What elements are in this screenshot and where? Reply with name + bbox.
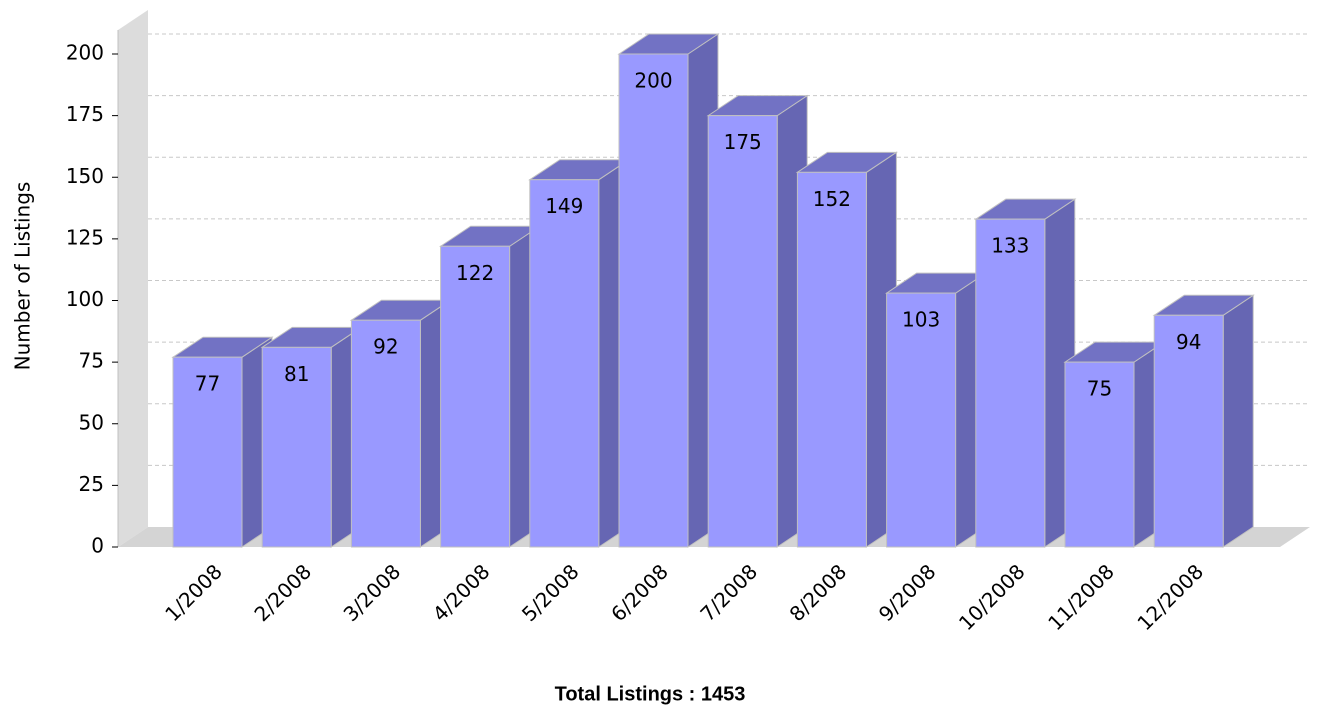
x-tick-label: 3/2008 [339,559,406,626]
x-tick-label: 5/2008 [517,559,584,626]
y-tick-label: 50 [79,410,104,434]
bar [172,356,243,548]
value-label: 133 [991,234,1029,258]
value-label: 75 [1087,377,1112,401]
bar [529,179,600,548]
x-tick-label: 7/2008 [695,559,762,626]
value-label: 152 [813,187,851,211]
x-tick-label: 4/2008 [428,559,495,626]
y-tick-label: 75 [79,349,104,373]
y-tick-label: 150 [66,164,104,188]
bar [796,171,867,548]
value-label: 77 [195,372,220,396]
x-tick-label: 9/2008 [874,559,941,626]
x-tick-label: 12/2008 [1132,559,1208,635]
value-label: 200 [634,69,672,93]
y-tick-label: 25 [79,472,104,496]
y-tick-label: 125 [66,225,104,249]
bar [975,218,1046,548]
bar-side [1222,294,1254,548]
x-tick-label: 8/2008 [785,559,852,626]
value-label: 175 [724,130,762,154]
value-label: 122 [456,261,494,285]
x-tick-label: 1/2008 [160,559,227,626]
bar [440,245,511,548]
chart-title: Total Listings : 1453 [555,683,746,705]
y-tick-label: 0 [91,534,104,558]
bar [350,319,421,548]
value-label: 103 [902,308,940,332]
value-label: 92 [373,335,398,359]
x-tick-label: 6/2008 [606,559,673,626]
x-tick-label: 10/2008 [954,559,1030,635]
bar [1064,361,1135,548]
value-label: 81 [284,362,309,386]
value-label: 149 [545,194,583,218]
bar [618,53,689,548]
y-tick-label: 200 [66,41,104,65]
bar [1153,314,1224,548]
y-tick-label: 100 [66,287,104,311]
bar [707,115,778,548]
y-tick-label: 175 [66,102,104,126]
value-label: 94 [1176,330,1201,354]
x-tick-label: 2/2008 [249,559,316,626]
bar [261,346,332,548]
x-tick-label: 11/2008 [1043,559,1119,635]
bar [886,292,957,548]
y-axis-title: Number of Listings [11,182,35,371]
back-wall [118,10,148,547]
